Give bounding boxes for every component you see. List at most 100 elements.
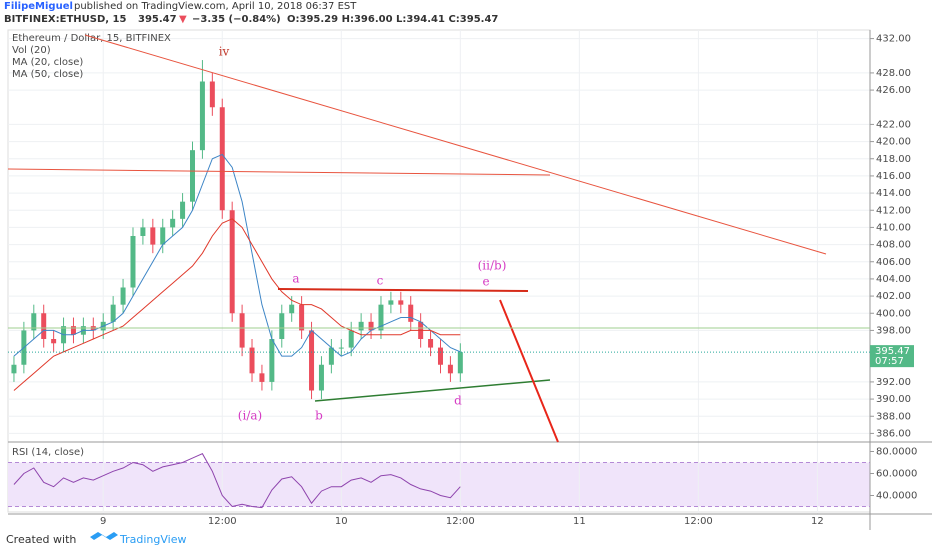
candle-body <box>209 81 215 108</box>
published: published on TradingView.com, April 10, … <box>74 1 357 12</box>
candle-body <box>31 313 37 331</box>
candle-body <box>279 313 285 339</box>
candle-body <box>299 304 305 331</box>
y-tick-label: 418.00 <box>876 154 911 165</box>
countdown: 07:57 <box>875 356 904 367</box>
x-tick-label: 12:00 <box>446 516 475 527</box>
candle-body <box>447 364 453 374</box>
wave-label: c <box>377 274 384 288</box>
trendline <box>7 168 551 176</box>
candle-body <box>170 218 176 228</box>
rsi-line <box>13 453 461 509</box>
footer-brand[interactable]: TradingView <box>119 533 186 546</box>
candle-body <box>219 107 225 211</box>
candle-body <box>388 300 394 305</box>
legend-volume: Vol (20) <box>12 45 51 56</box>
publisher[interactable]: FilipeMiguel <box>4 1 73 12</box>
candle-body <box>160 227 166 245</box>
x-tick-label: 11 <box>573 516 586 527</box>
symbol: BITFINEX:ETHUSD, 15 <box>4 14 127 25</box>
y-tick-label: 402.00 <box>876 291 911 302</box>
legend-symbol: Ethereum / Dollar, 15, BITFINEX <box>12 33 171 44</box>
y-tick-label: 80.0000 <box>876 447 917 458</box>
y-tick-label: 408.00 <box>876 240 911 251</box>
wave-label: (i/a) <box>238 409 262 423</box>
y-tick-label: 400.00 <box>876 308 911 319</box>
change-arrow: ▼ <box>179 14 187 25</box>
candle-body <box>11 364 17 374</box>
candle-body <box>368 321 374 331</box>
rsi-title: RSI (14, close) <box>12 447 84 458</box>
x-tick-label: 12 <box>811 516 824 527</box>
y-tick-label: 422.00 <box>876 119 911 130</box>
wave-label: d <box>454 394 462 408</box>
y-tick-label: 428.00 <box>876 68 911 79</box>
wave-label: a <box>292 272 299 286</box>
candle-body <box>338 347 344 349</box>
last-price: 395.47 <box>138 14 177 25</box>
candle-body <box>398 300 404 305</box>
candle-body <box>70 326 76 335</box>
footer-logo <box>90 532 118 540</box>
candle-body <box>120 287 126 305</box>
price-tag <box>870 345 914 368</box>
price-label: 395.47 <box>875 346 910 357</box>
footer-created: Created with <box>6 533 76 546</box>
y-tick-label: 40.0000 <box>876 491 917 502</box>
legend-ma50: MA (50, close) <box>12 69 83 80</box>
y-tick-label: 410.00 <box>876 222 911 233</box>
y-tick-label: 386.00 <box>876 428 911 439</box>
wave-label: (ii/b) <box>478 259 507 273</box>
y-tick-label: 388.00 <box>876 411 911 422</box>
moving-average <box>13 153 461 357</box>
y-tick-label: 392.00 <box>876 377 911 388</box>
candle-body <box>150 227 156 245</box>
change: −3.35 (−0.84%) <box>192 14 281 25</box>
y-tick-label: 416.00 <box>876 171 911 182</box>
candle-body <box>51 339 57 344</box>
candle-body <box>348 330 354 348</box>
candle-body <box>229 210 235 314</box>
candle-body <box>41 313 47 339</box>
moving-average <box>13 218 461 391</box>
y-tick-label: 404.00 <box>876 274 911 285</box>
y-tick-label: 390.00 <box>876 394 911 405</box>
trendline <box>277 288 529 292</box>
candle-body <box>239 313 245 348</box>
x-tick-label: 12:00 <box>208 516 237 527</box>
candle-body <box>269 339 275 382</box>
x-tick-label: 12:00 <box>684 516 713 527</box>
y-tick-label: 426.00 <box>876 85 911 96</box>
wave-label: iv <box>219 45 230 59</box>
candle-body <box>180 201 186 219</box>
candle-body <box>289 304 295 314</box>
candle-body <box>190 150 196 202</box>
trendlines <box>7 34 870 443</box>
candle-body <box>199 81 205 151</box>
candle-body <box>358 321 364 331</box>
trendline <box>314 379 551 402</box>
x-tick-label: 9 <box>100 516 106 527</box>
candle-body <box>130 236 136 288</box>
candle-body <box>259 373 265 382</box>
y-tick-label: 398.00 <box>876 325 911 336</box>
trendline <box>499 299 559 443</box>
candle-body <box>249 347 255 374</box>
candle-body <box>408 304 414 322</box>
x-tick-label: 10 <box>335 516 348 527</box>
candle-body <box>428 339 434 348</box>
y-tick-label: 432.00 <box>876 34 911 45</box>
trendline <box>84 34 827 255</box>
y-tick-label: 414.00 <box>876 188 911 199</box>
candle-body <box>378 304 384 331</box>
candle-body <box>328 347 334 365</box>
candle-body <box>140 227 146 236</box>
candle-body <box>437 347 443 365</box>
y-tick-label: 420.00 <box>876 137 911 148</box>
candle-body <box>110 304 116 322</box>
legend-ma20: MA (20, close) <box>12 57 83 68</box>
rsi-band <box>8 462 870 507</box>
y-tick-label: 60.0000 <box>876 469 917 480</box>
